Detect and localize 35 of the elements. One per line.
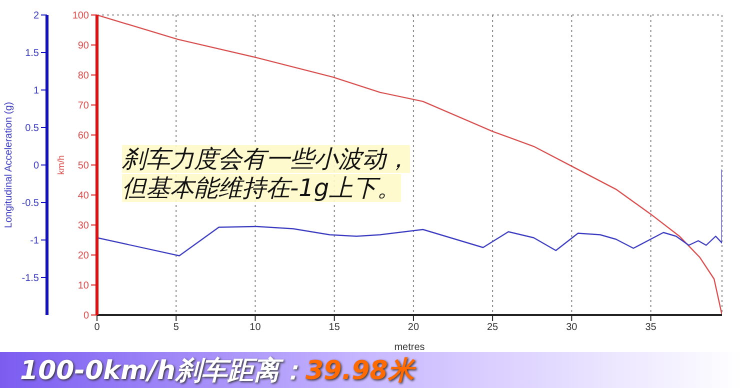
y2-tick-label: 0: [33, 160, 40, 172]
y-tick-label: 40: [78, 190, 90, 202]
y-tick-label: 90: [78, 40, 90, 52]
y2-tick-label: 0.5: [25, 123, 40, 134]
x-tick-label: 20: [408, 322, 420, 334]
y2-tick-label: 2: [33, 10, 40, 22]
y-tick-label: 10: [78, 280, 90, 292]
x-tick-label: 35: [645, 322, 657, 334]
y-tick-label: 0: [83, 310, 90, 322]
y2-tick-label: 1.5: [25, 48, 40, 60]
x-tick-label: 10: [250, 322, 262, 334]
x-tick-label: 30: [566, 322, 578, 334]
y-tick-label: 20: [78, 250, 90, 262]
y-tick-label: 60: [78, 130, 90, 142]
y2-axis-title: Longitudinal Acceleration (g): [4, 102, 15, 228]
x-tick-label: 0: [94, 322, 100, 334]
y2-tick-label: 1: [33, 86, 40, 97]
y-tick-label: 100: [72, 10, 90, 22]
y2-tick-label: -1: [30, 236, 40, 247]
y2-tick-label: -0.5: [22, 198, 40, 210]
x-tick-label: 15: [328, 322, 340, 334]
y-tick-label: 80: [78, 70, 90, 82]
x-axis-title: metres: [394, 342, 425, 353]
line-series: [97, 168, 722, 256]
y-axis-title: km/h: [56, 155, 66, 175]
text: 100-0km/h刹车距离：: [20, 354, 306, 388]
y2-tick-label: -1.5: [22, 273, 40, 284]
annotation: 但基本能维持在-1g上下。: [122, 174, 402, 202]
y-tick-label: 70: [78, 100, 90, 112]
x-tick-label: 25: [487, 322, 499, 334]
annotation: 刹车力度会有一些小波动，: [122, 145, 410, 173]
text: 39.98米: [306, 354, 414, 388]
y-tick-label: 50: [78, 160, 90, 172]
y-tick-label: 30: [78, 220, 90, 232]
x-tick-label: 5: [173, 322, 180, 334]
